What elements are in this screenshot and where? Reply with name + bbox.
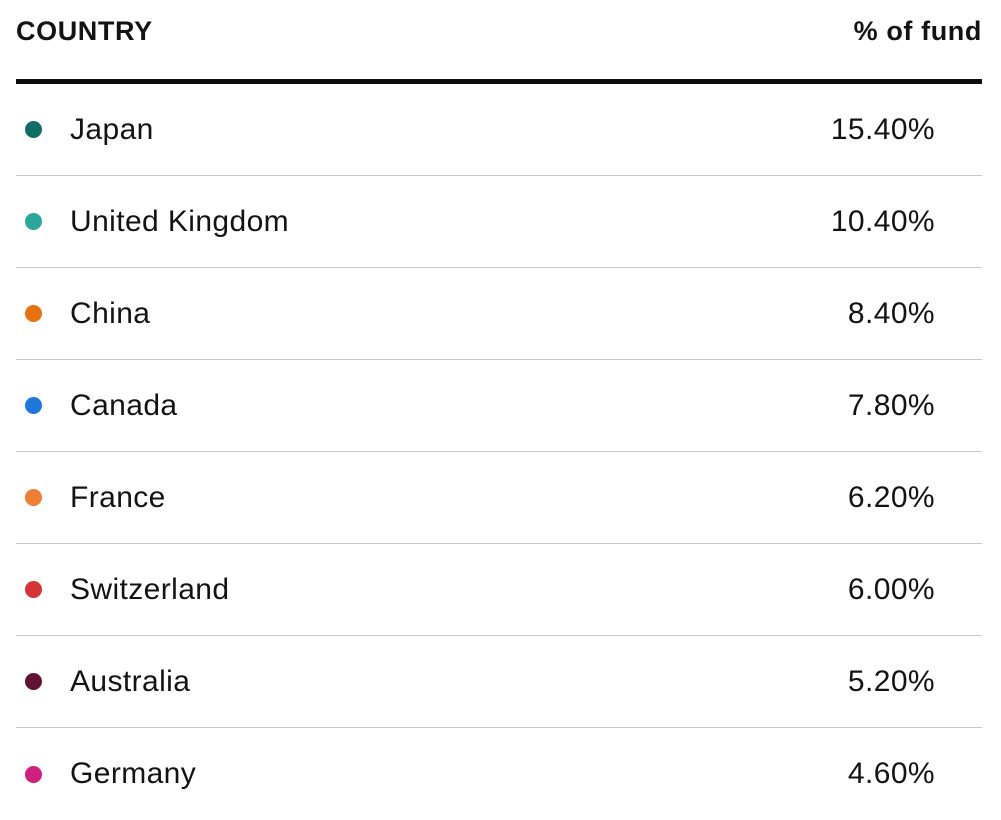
country-dot-icon [25, 581, 42, 598]
country-label: Germany [70, 757, 197, 790]
percent-value: 15.40% [830, 112, 935, 146]
percent-value: 6.00% [847, 572, 935, 606]
table-row: Australia 5.20% [16, 636, 982, 728]
percent-value: 10.40% [830, 204, 935, 238]
country-label: China [70, 296, 151, 330]
country-label: Australia [70, 664, 191, 698]
country-label: Japan [70, 112, 154, 146]
percent-value: 8.40% [847, 296, 935, 330]
percent-value: 6.20% [847, 480, 935, 514]
country-dot-icon [25, 765, 42, 783]
country-label: United Kingdom [70, 204, 290, 238]
country-dot-icon [25, 305, 42, 322]
country-dot-icon [25, 213, 42, 230]
country-label: Canada [70, 388, 178, 422]
table-row: France 6.20% [16, 452, 982, 544]
country-label: France [70, 480, 166, 514]
table-row: Canada 7.80% [16, 360, 982, 452]
table-row: Japan 15.40% [16, 84, 982, 176]
percent-value: 7.80% [847, 388, 935, 422]
table-body: Japan 15.40% United Kingdom 10.40% China… [16, 84, 982, 820]
table-row: China 8.40% [16, 268, 982, 360]
country-dot-icon [25, 397, 42, 414]
table-header: COUNTRY % of fund [16, 0, 982, 84]
table-row: United Kingdom 10.40% [16, 176, 982, 268]
country-label: Switzerland [70, 572, 230, 606]
percent-value: 4.60% [847, 757, 935, 790]
percent-value: 5.20% [847, 664, 935, 698]
country-dot-icon [25, 489, 42, 506]
column-header-country: COUNTRY [16, 16, 153, 46]
country-dot-icon [25, 673, 42, 690]
column-header-percent: % of fund [853, 16, 982, 46]
table-row: Germany 4.60% [16, 728, 982, 820]
country-dot-icon [25, 121, 42, 138]
table-row: Switzerland 6.00% [16, 544, 982, 636]
